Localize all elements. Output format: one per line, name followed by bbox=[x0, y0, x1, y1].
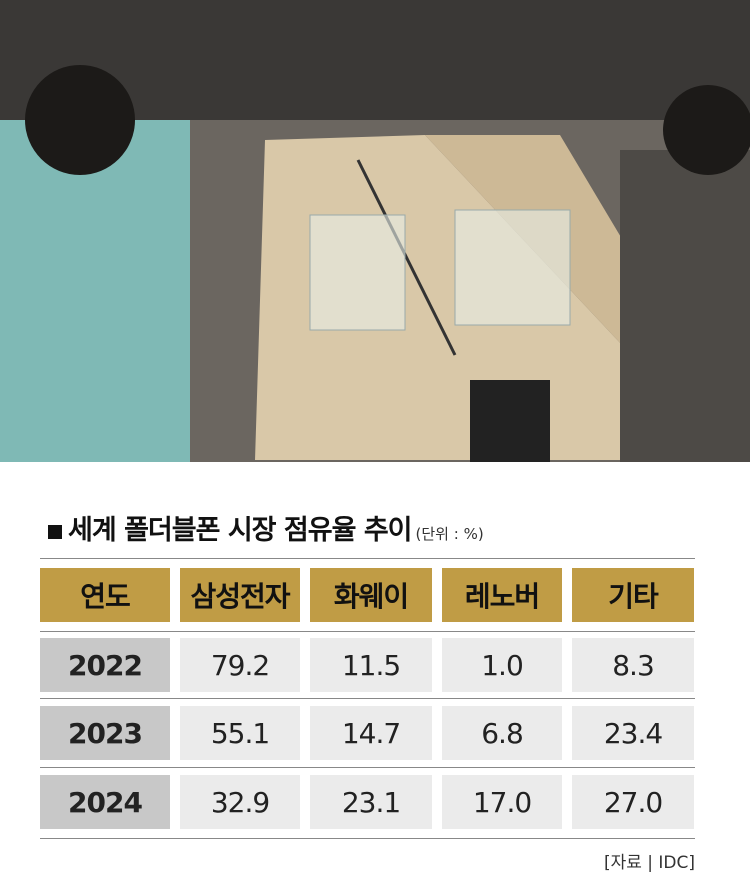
data-row: 2022 79.2 11.5 1.0 8.3 bbox=[40, 638, 695, 692]
data-row: 2023 55.1 14.7 6.8 23.4 bbox=[40, 706, 695, 760]
rule bbox=[40, 767, 695, 768]
value-cell: 6.8 bbox=[442, 706, 562, 760]
header-cell: 화웨이 bbox=[310, 568, 432, 622]
value-cell: 14.7 bbox=[310, 706, 432, 760]
value-cell: 79.2 bbox=[180, 638, 300, 692]
rule bbox=[40, 558, 695, 559]
rule bbox=[40, 838, 695, 839]
title: 세계 폴더블폰 시장 점유율 추이 bbox=[68, 515, 413, 546]
value-cell: 23.4 bbox=[572, 706, 694, 760]
year-cell: 2023 bbox=[40, 706, 170, 760]
year-cell: 2022 bbox=[40, 638, 170, 692]
header-cell: 삼성전자 bbox=[180, 568, 300, 622]
value-cell: 27.0 bbox=[572, 775, 694, 829]
header-cell: 연도 bbox=[40, 568, 170, 622]
photo bbox=[0, 0, 750, 462]
data-row: 2024 32.9 23.1 17.0 27.0 bbox=[40, 775, 695, 829]
value-cell: 55.1 bbox=[180, 706, 300, 760]
value-cell: 23.1 bbox=[310, 775, 432, 829]
bullet bbox=[48, 525, 62, 539]
source: [자료 | IDC] bbox=[603, 853, 695, 873]
value-cell: 17.0 bbox=[442, 775, 562, 829]
header-row: 연도 삼성전자 화웨이 레노버 기타 bbox=[40, 568, 695, 622]
header-cell: 레노버 bbox=[442, 568, 562, 622]
value-cell: 1.0 bbox=[442, 638, 562, 692]
value-cell: 8.3 bbox=[572, 638, 694, 692]
title-row: 세계 폴더블폰 시장 점유율 추이 (단위 : %) bbox=[48, 508, 484, 547]
rule bbox=[40, 631, 695, 632]
year-cell: 2024 bbox=[40, 775, 170, 829]
value-cell: 11.5 bbox=[310, 638, 432, 692]
header-cell: 기타 bbox=[572, 568, 694, 622]
unit: (단위 : %) bbox=[415, 525, 484, 543]
value-cell: 32.9 bbox=[180, 775, 300, 829]
rule bbox=[40, 698, 695, 699]
